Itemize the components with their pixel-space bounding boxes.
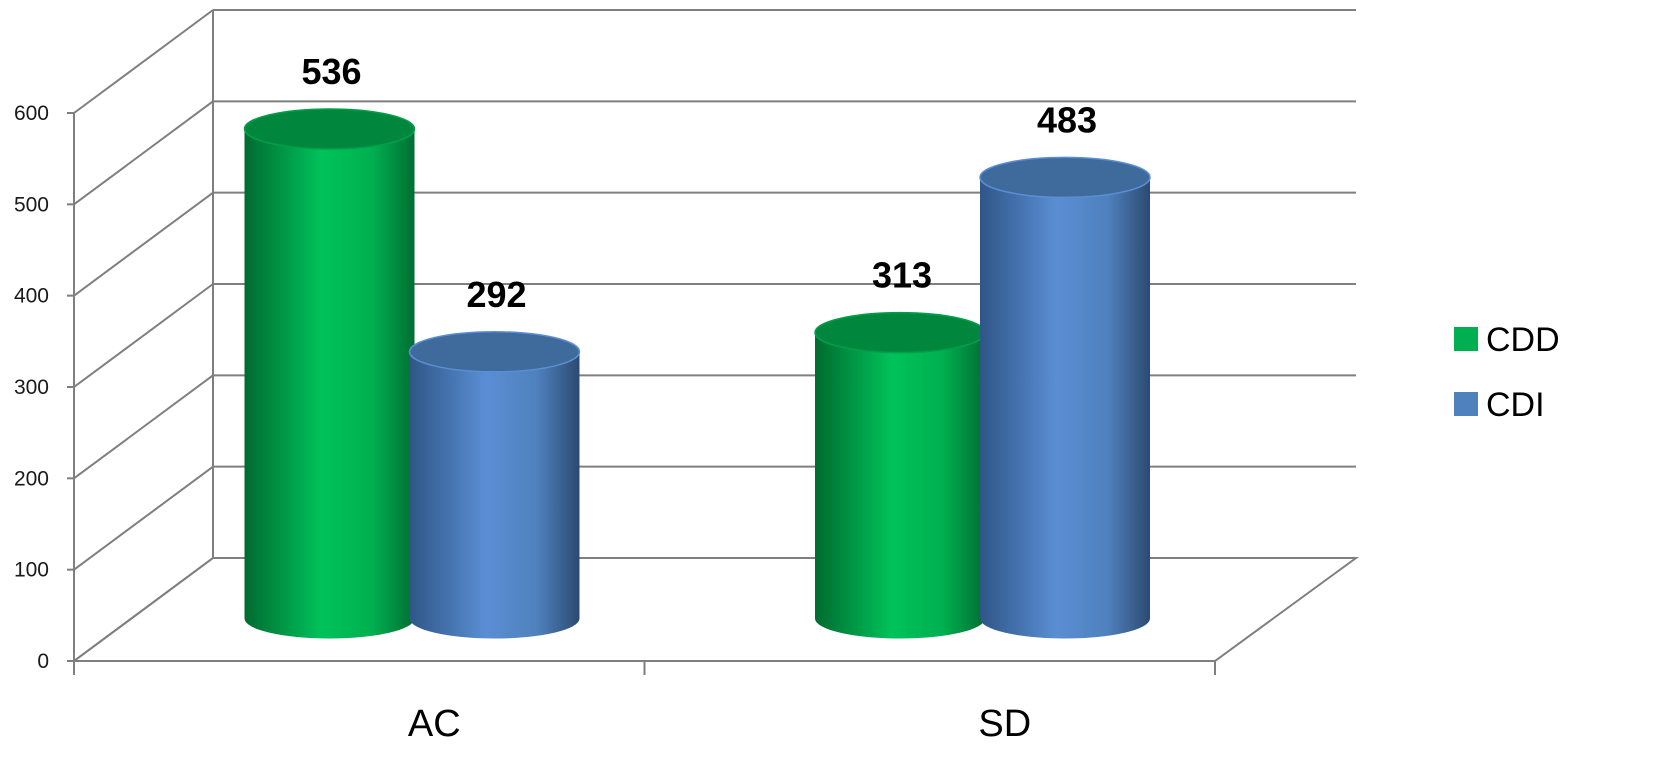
y-tick-label-200: 200 [14, 467, 49, 490]
bar-body-CDD-SD [815, 332, 985, 639]
side-gridline-300 [73, 283, 214, 388]
data-label-CDD-AC: 536 [301, 51, 361, 92]
y-tick-label-0: 0 [37, 650, 49, 673]
side-gridline-600 [73, 9, 214, 114]
bars [243, 108, 1151, 639]
bar-CDI-SD [979, 156, 1151, 639]
legend-item-CDI: CDI [1454, 386, 1545, 424]
data-label-CDD-SD: 313 [872, 255, 932, 296]
bar-top-CDI-AC [408, 331, 581, 373]
bar-CDD-AC [243, 108, 416, 639]
floor-plane [70, 557, 1360, 662]
data-label-CDI-AC: 292 [466, 274, 526, 315]
legend-swatch-CDI [1454, 392, 1478, 416]
side-gridline-200 [73, 374, 214, 480]
data-labels: 536 292 313 483 [301, 51, 1097, 315]
data-label-CDI-SD: 483 [1037, 99, 1097, 140]
x-axis-ticks: AC SD [73, 661, 1216, 745]
side-gridline-500 [73, 100, 214, 206]
x-tick-label-SD: SD [978, 703, 1031, 745]
bar-top-CDD-AC [243, 108, 416, 150]
legend-label-CDI: CDI [1486, 386, 1545, 424]
y-tick-label-300: 300 [14, 376, 49, 399]
bar-top-CDI-SD [979, 156, 1151, 199]
bar-top-CDD-SD [814, 311, 986, 354]
y-tick-label-500: 500 [14, 193, 49, 216]
side-wall [73, 9, 214, 662]
side-gridline-100 [73, 465, 214, 571]
bar-body-CDD-AC [244, 128, 415, 639]
y-tick-label-100: 100 [14, 559, 49, 582]
y-tick-label-400: 400 [14, 285, 49, 308]
floor [70, 557, 1360, 662]
bar-body-CDI-AC [409, 351, 580, 639]
bar-CDD-SD [814, 311, 986, 639]
y-axis-ticks: 0 100 200 300 400 500 600 [14, 102, 74, 673]
x-tick-label-AC: AC [408, 703, 461, 745]
legend-label-CDD: CDD [1486, 321, 1560, 359]
bar-CDI-AC [408, 331, 581, 639]
legend-item-CDD: CDD [1454, 321, 1560, 359]
bar-body-CDI-SD [980, 177, 1150, 639]
side-gridline-400 [73, 191, 214, 297]
legend: CDD CDI [1454, 321, 1560, 424]
y-tick-label-600: 600 [14, 102, 49, 125]
legend-swatch-CDD [1454, 327, 1478, 351]
